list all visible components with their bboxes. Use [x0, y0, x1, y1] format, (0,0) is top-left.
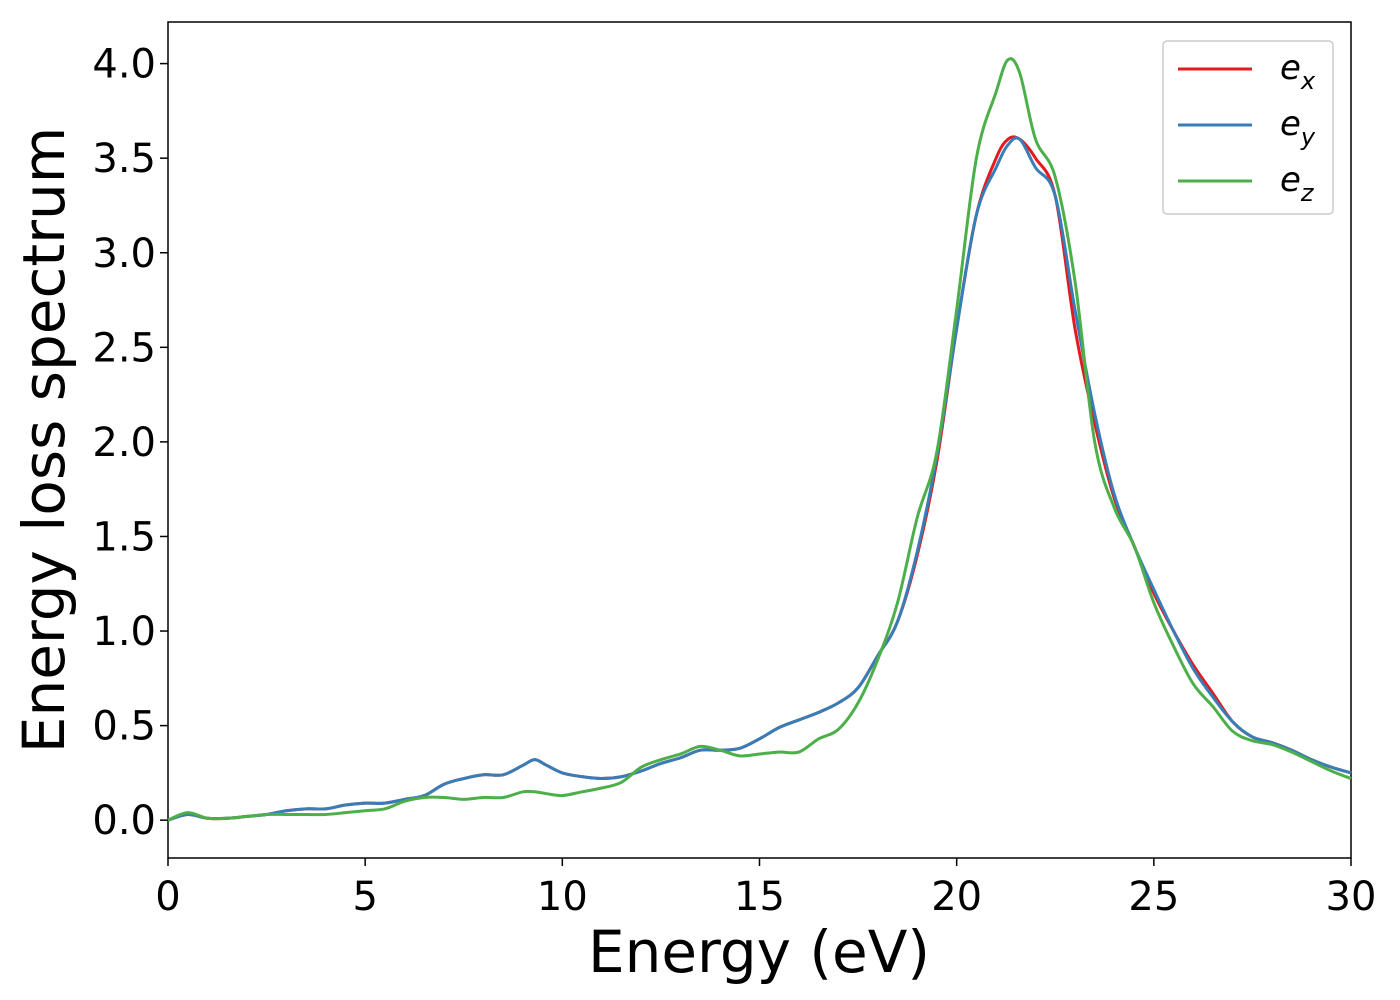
x-tick-label: 5: [352, 874, 377, 920]
legend-label-x: ex: [1280, 48, 1316, 95]
legend-label-y: ey: [1280, 104, 1316, 151]
legend-frame: [1162, 40, 1334, 215]
series-layer: [167, 57, 1352, 822]
y-tick-label: 1.0: [92, 609, 156, 655]
y-tick-label: 4.0: [92, 42, 156, 88]
x-tick-label: 20: [931, 874, 982, 920]
y-tick-label: 1.5: [92, 514, 156, 560]
x-tick-label: 10: [537, 874, 588, 920]
x-tick-label: 30: [1326, 874, 1377, 920]
legend: ex ey ez: [1162, 40, 1334, 215]
y-axis-label: Energy loss spectrum: [10, 127, 78, 753]
x-axis-label: Energy (eV): [588, 918, 930, 986]
y-tick-label: 2.0: [92, 420, 156, 466]
x-tick-label: 15: [734, 874, 785, 920]
x-tick-label: 0: [155, 874, 180, 920]
x-axis-ticks: 0 5 10 15 20 25 30: [155, 858, 1376, 920]
series-line-ey: [167, 136, 1352, 822]
series-line-ez: [167, 57, 1352, 822]
y-tick-label: 3.5: [92, 136, 156, 182]
y-tick-label: 2.5: [92, 325, 156, 371]
y-tick-label: 0.0: [92, 798, 156, 844]
y-tick-label: 0.5: [92, 704, 156, 750]
y-tick-label: 3.0: [92, 231, 156, 277]
x-tick-label: 25: [1128, 874, 1179, 920]
legend-label-z: ez: [1280, 160, 1315, 207]
y-axis-ticks: 0.0 0.5 1.0 1.5 2.0 2.5 3.0 3.5 4.0: [92, 42, 168, 844]
series-line-ex: [167, 135, 1352, 822]
